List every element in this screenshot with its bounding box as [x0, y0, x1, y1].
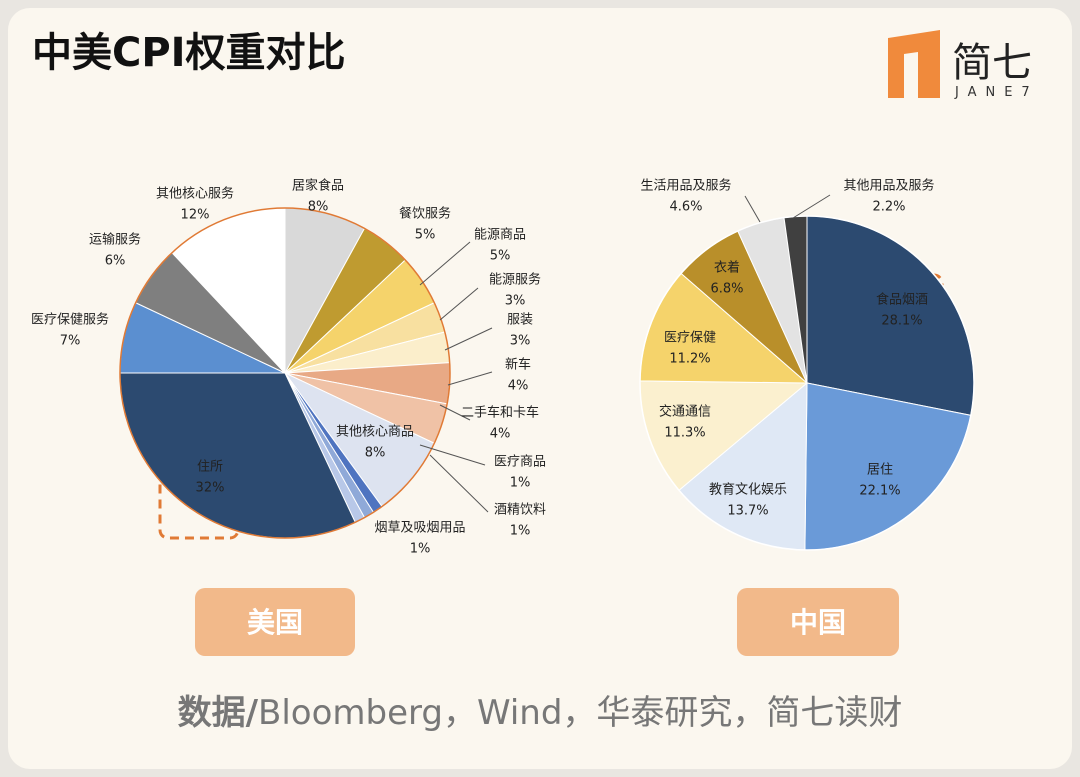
pie-outline: [119, 207, 451, 539]
slice-value: 4%: [490, 427, 511, 442]
slice-value: 1%: [510, 476, 531, 491]
leader-line: [419, 444, 486, 466]
card: [8, 8, 1072, 769]
source: 数据/Bloomberg，Wind，华泰研究，简七读财: [178, 693, 903, 733]
title: 中美CPI权重对比: [32, 30, 346, 76]
slice-value: 5%: [415, 228, 436, 243]
slice-label: 能源服务: [489, 272, 541, 288]
slice-label: 食品烟酒: [876, 292, 928, 308]
slice-value: 7%: [60, 334, 81, 349]
slice-value: 32%: [196, 481, 225, 496]
slice-label: 其他用品及服务: [843, 178, 934, 194]
slice-value: 12%: [181, 208, 210, 223]
slice-label: 衣着: [714, 260, 740, 276]
pie-outline: [639, 215, 975, 551]
logo-sub: JANE7: [954, 85, 1039, 100]
slice-value: 6.8%: [710, 282, 743, 297]
logo-text: 简七: [952, 40, 1032, 86]
slice-label: 交通通信: [659, 404, 711, 420]
slice-label: 居家食品: [292, 178, 344, 194]
slice-value: 5%: [490, 249, 511, 264]
slice-label: 医疗保健服务: [31, 312, 109, 328]
leader-line: [444, 327, 493, 351]
logo-mark: [888, 30, 940, 98]
slice-label: 住所: [197, 460, 223, 475]
slice-value: 11.3%: [664, 426, 705, 441]
slice-label: 烟草及吸烟用品: [374, 521, 465, 536]
slice-label: 运输服务: [89, 232, 141, 248]
slice-label: 医疗保健: [664, 331, 716, 346]
label-button: [195, 588, 355, 656]
slice-value: 1%: [510, 524, 531, 539]
chart-title: 中国: [790, 606, 846, 639]
slice-label: 二手车和卡车: [461, 405, 539, 421]
slice-label: 居住: [867, 463, 893, 478]
slice-label: 教育文化娱乐: [709, 482, 787, 498]
slice-value: 4%: [508, 379, 529, 394]
slice-value: 13.7%: [727, 504, 768, 519]
slice-label: 新车: [505, 357, 531, 373]
slice-label: 能源商品: [474, 228, 526, 243]
leader-line: [439, 287, 479, 321]
slice-value: 3%: [505, 294, 526, 309]
slice-value: 22.1%: [859, 484, 900, 499]
leader-line: [447, 371, 493, 386]
slice-value: 6%: [105, 254, 126, 269]
slice-value: 28.1%: [881, 314, 922, 329]
leader-line: [429, 454, 489, 513]
slice-value: 3%: [510, 334, 531, 349]
slice-label: 服装: [507, 313, 533, 328]
slice-label: 酒精饮料: [494, 503, 546, 518]
label-button: [737, 588, 899, 656]
slice-value: 4.6%: [669, 200, 702, 215]
leader-line: [439, 404, 471, 421]
slice-value: 1%: [410, 542, 431, 557]
leader-line: [792, 194, 831, 219]
chart-title: 美国: [247, 606, 303, 639]
source-text: Bloomberg，Wind，华泰研究，简七读财: [258, 693, 902, 733]
leader-line: [744, 195, 761, 223]
slice-label: 其他核心商品: [336, 425, 414, 440]
slice-value: 8%: [365, 446, 386, 461]
source-label: 数据/: [178, 693, 259, 733]
slice-value: 2.2%: [872, 200, 905, 215]
slice-label: 生活用品及服务: [640, 178, 731, 194]
slice-label: 其他核心服务: [156, 186, 234, 202]
leader-line: [419, 241, 471, 286]
slice-value: 8%: [308, 200, 329, 215]
slice-label: 医疗商品: [494, 455, 546, 470]
slice-value: 11.2%: [669, 352, 710, 367]
slice-label: 餐饮服务: [399, 206, 451, 222]
